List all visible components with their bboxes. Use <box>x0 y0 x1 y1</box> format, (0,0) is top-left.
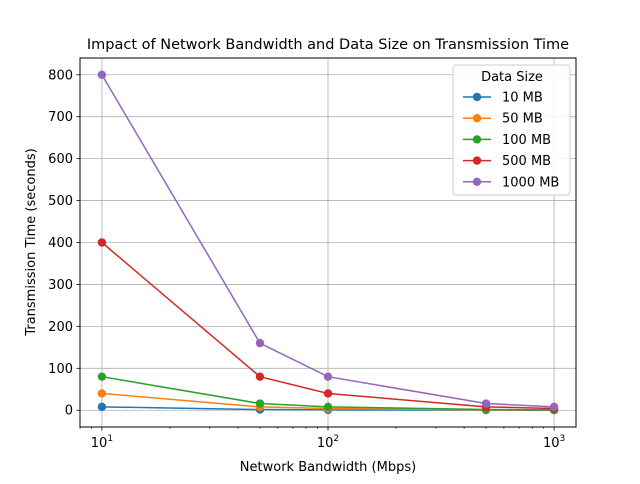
legend-label: 1000 MB <box>502 175 559 190</box>
x-axis-label: Network Bandwidth (Mbps) <box>240 460 416 475</box>
series-1000-mb <box>97 70 559 412</box>
legend-title: Data Size <box>481 70 543 85</box>
y-tick-label: 600 <box>48 152 73 167</box>
y-axis-label: Transmission Time (seconds) <box>24 148 39 336</box>
legend: Data Size 10 MB 50 MB 100 MB 500 MB 1000 MB <box>452 64 571 196</box>
legend-label: 100 MB <box>502 133 551 148</box>
legend-swatch-marker <box>472 135 482 144</box>
legend-swatch-marker <box>472 177 482 186</box>
data-point <box>323 402 333 412</box>
legend-swatch-marker <box>472 156 482 165</box>
x-tick-label: 102 <box>317 434 339 451</box>
legend-item: 1000 MB <box>463 175 559 190</box>
data-point <box>97 402 107 412</box>
data-point <box>255 399 265 408</box>
series-layer <box>97 70 559 415</box>
data-point <box>323 372 333 381</box>
y-tick-label: 800 <box>48 68 73 83</box>
legend-items: 10 MB 50 MB 100 MB 500 MB 1000 MB <box>463 91 559 190</box>
legend-swatch-marker <box>472 114 482 123</box>
x-axis: 101 102 103 <box>79 427 565 451</box>
data-point <box>549 402 559 412</box>
y-tick-label: 0 <box>65 404 73 419</box>
y-tick-label: 400 <box>48 236 73 251</box>
y-tick-label: 300 <box>48 278 73 293</box>
x-tick-label: 103 <box>543 434 565 451</box>
data-point <box>481 399 491 408</box>
y-tick-label: 700 <box>48 110 73 125</box>
legend-label: 10 MB <box>502 91 543 106</box>
data-point <box>97 389 107 398</box>
legend-item: 500 MB <box>463 154 551 169</box>
data-point <box>97 372 107 381</box>
data-point <box>323 389 333 398</box>
legend-swatch-marker <box>472 92 482 102</box>
chart-title: Impact of Network Bandwidth and Data Siz… <box>87 37 569 53</box>
legend-item: 50 MB <box>463 112 543 127</box>
y-tick-label: 100 <box>48 362 73 377</box>
y-tick-label: 200 <box>48 320 73 335</box>
legend-item: 10 MB <box>463 91 543 106</box>
data-point <box>255 372 265 381</box>
data-point <box>255 338 265 348</box>
y-axis: 0 100 200 300 400 500 600 700 800 <box>48 68 80 419</box>
y-tick-label: 500 <box>48 194 73 209</box>
data-point <box>97 238 107 247</box>
legend-label: 50 MB <box>502 112 543 127</box>
data-point <box>97 70 107 79</box>
legend-item: 100 MB <box>463 133 551 148</box>
legend-label: 500 MB <box>502 154 551 169</box>
x-tick-label: 101 <box>91 434 113 451</box>
